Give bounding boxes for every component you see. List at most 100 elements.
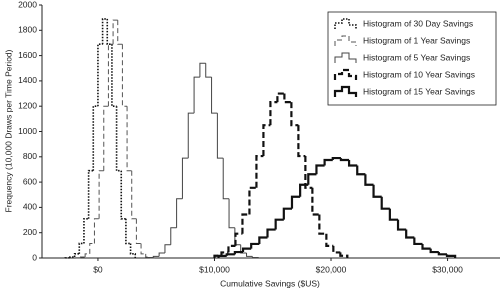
histogram-step xyxy=(193,76,200,114)
legend-label: Histogram of 1 Year Savings xyxy=(363,35,470,45)
histogram-step xyxy=(250,242,260,249)
histogram-step xyxy=(299,183,309,197)
histogram-step xyxy=(290,102,299,127)
legend-label: Histogram of 10 Year Savings xyxy=(363,69,475,79)
histogram-step xyxy=(140,243,146,255)
histogram-step xyxy=(251,256,259,258)
histogram-step xyxy=(222,158,230,200)
histogram-step xyxy=(364,174,374,186)
histogram-step xyxy=(176,198,183,228)
histogram-step xyxy=(89,242,95,254)
histogram-step xyxy=(234,232,243,246)
histogram-step xyxy=(111,44,117,107)
histogram-step xyxy=(117,20,123,45)
histogram-step xyxy=(311,187,320,216)
histogram-step xyxy=(216,113,224,159)
y-tick-label: 1200 xyxy=(18,100,37,110)
histogram-step xyxy=(269,101,278,126)
legend-swatch xyxy=(334,52,357,63)
y-axis-label: Frequency (10,000 Draws per Time Period) xyxy=(3,49,13,212)
y-tick-label: 1000 xyxy=(18,126,37,136)
histogram-step xyxy=(445,254,457,258)
histogram-step xyxy=(217,254,227,258)
histogram-step xyxy=(339,158,350,162)
x-tick-label: $30,000 xyxy=(432,264,463,274)
legend-swatch xyxy=(333,68,358,80)
histogram-step xyxy=(103,105,109,171)
histogram-step xyxy=(380,196,390,210)
histogram-step xyxy=(92,105,98,171)
histogram-step xyxy=(405,229,415,239)
histogram-step xyxy=(331,156,341,160)
histogram-step xyxy=(93,218,100,244)
histogram-step xyxy=(145,253,151,258)
y-tick-label: 0 xyxy=(32,252,37,262)
legend-swatch xyxy=(334,35,357,46)
histogram-step xyxy=(158,252,165,257)
histogram-step xyxy=(97,43,103,107)
y-tick-label: 600 xyxy=(23,176,37,186)
histogram-step xyxy=(106,18,112,46)
histogram-step xyxy=(258,236,268,244)
histogram-step xyxy=(437,252,447,256)
histogram-step xyxy=(112,19,118,45)
histogram-step xyxy=(429,248,439,254)
histogram-step xyxy=(135,218,142,244)
histogram-step xyxy=(248,186,257,215)
histogram-step xyxy=(372,184,382,198)
histogram-step xyxy=(170,227,177,245)
histogram-step xyxy=(187,112,195,159)
histogram-step xyxy=(356,165,366,176)
histogram-step xyxy=(304,156,313,189)
y-tick-label: 1600 xyxy=(18,50,37,60)
histogram-step xyxy=(101,18,108,45)
histogram-step xyxy=(266,228,276,238)
histogram-step xyxy=(396,219,407,231)
y-tick-label: 800 xyxy=(23,151,37,161)
histogram-step xyxy=(276,92,285,103)
histogram-step xyxy=(87,169,94,219)
histogram-step xyxy=(315,164,325,175)
histogram-step xyxy=(213,254,222,258)
x-tick-label: $10,000 xyxy=(199,264,230,274)
histogram-step xyxy=(388,208,399,221)
histogram-step xyxy=(146,256,154,258)
histogram-step xyxy=(129,243,137,258)
histogram-step xyxy=(83,217,89,244)
y-tick-label: 1800 xyxy=(18,25,37,35)
histogram-step xyxy=(205,63,212,78)
histogram-step xyxy=(282,207,292,220)
histogram-step xyxy=(339,252,349,258)
histogram-step xyxy=(131,170,137,220)
histogram-step xyxy=(262,124,271,157)
histogram-step xyxy=(413,237,423,246)
histogram-step xyxy=(79,256,86,258)
histogram-step xyxy=(297,125,306,158)
histogram-step xyxy=(120,170,126,220)
histogram-step xyxy=(199,62,206,78)
histogram-step xyxy=(332,245,341,254)
histogram-step xyxy=(84,253,90,257)
histogram-step xyxy=(78,242,84,254)
histogram-step xyxy=(246,252,253,257)
histogram-step xyxy=(181,157,189,199)
histogram-step xyxy=(225,253,235,256)
legend-swatch xyxy=(333,85,358,97)
histogram-step xyxy=(325,233,334,247)
y-tick-label: 1400 xyxy=(18,75,37,85)
x-tick-label: $20,000 xyxy=(316,264,347,274)
legend-label: Histogram of 30 Day Savings xyxy=(363,18,473,28)
histogram-step xyxy=(125,218,131,245)
y-tick-label: 2000 xyxy=(18,0,37,9)
histogram-step xyxy=(211,77,218,114)
x-tick-label: $0 xyxy=(93,264,103,274)
histogram-step xyxy=(164,244,171,253)
histogram-step xyxy=(126,106,132,172)
y-tick-label: 200 xyxy=(23,227,37,237)
histogram-step xyxy=(241,213,250,234)
histogram-step xyxy=(121,44,128,107)
histogram-step xyxy=(421,243,431,250)
histogram-step xyxy=(290,195,301,209)
histogram-step xyxy=(283,93,292,104)
